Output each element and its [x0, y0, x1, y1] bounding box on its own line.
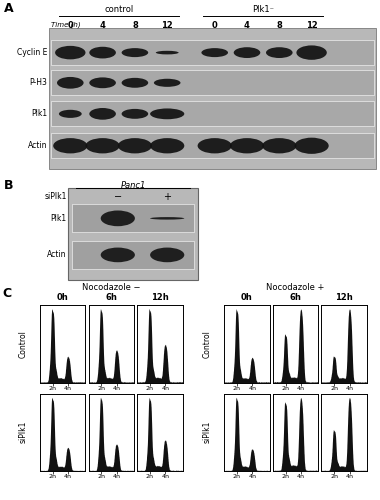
FancyBboxPatch shape [72, 204, 194, 233]
Text: 6h: 6h [105, 294, 117, 302]
Ellipse shape [101, 248, 135, 262]
FancyBboxPatch shape [51, 40, 374, 65]
Text: 0: 0 [67, 20, 73, 30]
Text: 8: 8 [132, 20, 138, 30]
Ellipse shape [55, 46, 86, 60]
Text: 0: 0 [212, 20, 218, 30]
Text: C: C [2, 287, 11, 300]
Ellipse shape [294, 138, 329, 154]
Ellipse shape [53, 138, 87, 154]
Ellipse shape [118, 138, 152, 154]
Text: 4: 4 [244, 20, 250, 30]
Ellipse shape [59, 110, 82, 118]
Ellipse shape [198, 138, 232, 154]
Text: A: A [4, 2, 13, 15]
Text: Plk1: Plk1 [51, 214, 66, 223]
Ellipse shape [230, 138, 264, 154]
Text: Actin: Actin [28, 142, 48, 150]
Text: 12: 12 [162, 20, 173, 30]
FancyBboxPatch shape [51, 102, 374, 126]
FancyBboxPatch shape [51, 70, 374, 96]
Ellipse shape [150, 217, 184, 220]
Ellipse shape [156, 51, 179, 54]
Ellipse shape [150, 108, 184, 120]
Ellipse shape [262, 138, 296, 154]
Text: 12: 12 [306, 20, 317, 30]
Ellipse shape [296, 46, 327, 60]
Text: 8: 8 [276, 20, 282, 30]
Text: Cyclin E: Cyclin E [17, 48, 48, 57]
Ellipse shape [86, 138, 120, 154]
Text: Actin: Actin [47, 250, 66, 260]
Text: Control: Control [203, 330, 212, 357]
FancyBboxPatch shape [51, 134, 374, 158]
Text: 4: 4 [100, 20, 106, 30]
Ellipse shape [101, 210, 135, 226]
Text: siPlk1: siPlk1 [203, 421, 212, 444]
Ellipse shape [122, 78, 148, 88]
Ellipse shape [154, 78, 180, 87]
Ellipse shape [122, 109, 148, 119]
Text: Plk1⁻: Plk1⁻ [252, 5, 274, 14]
Text: 12h: 12h [336, 294, 353, 302]
Text: P-H3: P-H3 [30, 78, 48, 88]
Text: Panc1: Panc1 [120, 180, 146, 190]
Ellipse shape [150, 138, 184, 154]
Text: Plk1: Plk1 [32, 110, 48, 118]
Ellipse shape [89, 78, 116, 88]
Ellipse shape [201, 48, 228, 57]
FancyBboxPatch shape [68, 188, 198, 280]
Ellipse shape [122, 48, 148, 57]
Ellipse shape [150, 248, 184, 262]
Text: B: B [4, 178, 13, 192]
Text: control: control [104, 5, 133, 14]
Text: Nocodazole −: Nocodazole − [82, 282, 141, 292]
Ellipse shape [57, 77, 84, 88]
Text: −: − [114, 192, 122, 202]
Text: 0h: 0h [57, 294, 68, 302]
Text: Control: Control [18, 330, 27, 357]
Text: 12h: 12h [151, 294, 169, 302]
Text: Time (h): Time (h) [51, 22, 81, 29]
Text: siPlk1: siPlk1 [44, 192, 66, 202]
Ellipse shape [266, 47, 293, 58]
Ellipse shape [234, 47, 260, 58]
Text: siPlk1: siPlk1 [18, 421, 27, 444]
Ellipse shape [89, 47, 116, 58]
Text: +: + [163, 192, 171, 202]
Text: Nocodazole +: Nocodazole + [266, 282, 325, 292]
FancyBboxPatch shape [49, 28, 376, 169]
Text: 6h: 6h [290, 294, 302, 302]
Text: 0h: 0h [241, 294, 253, 302]
FancyBboxPatch shape [72, 241, 194, 269]
Ellipse shape [89, 108, 116, 120]
